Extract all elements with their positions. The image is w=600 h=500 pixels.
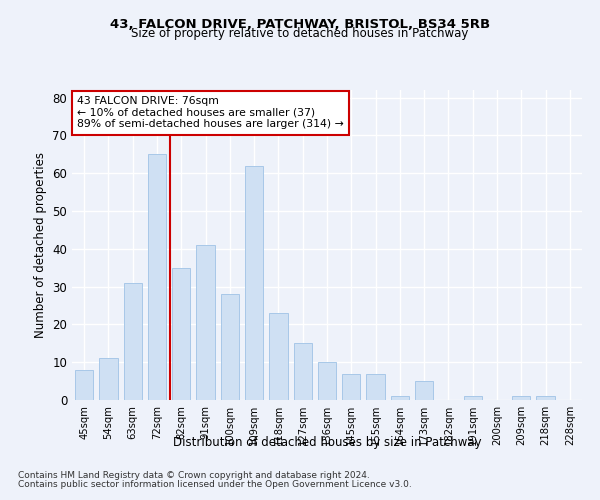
Y-axis label: Number of detached properties: Number of detached properties bbox=[34, 152, 47, 338]
Bar bbox=[221, 294, 239, 400]
Bar bbox=[464, 396, 482, 400]
Bar bbox=[148, 154, 166, 400]
Bar bbox=[293, 344, 312, 400]
Text: Contains HM Land Registry data © Crown copyright and database right 2024.: Contains HM Land Registry data © Crown c… bbox=[18, 471, 370, 480]
Bar bbox=[367, 374, 385, 400]
Bar bbox=[172, 268, 190, 400]
Text: 43, FALCON DRIVE, PATCHWAY, BRISTOL, BS34 5RB: 43, FALCON DRIVE, PATCHWAY, BRISTOL, BS3… bbox=[110, 18, 490, 30]
Bar bbox=[342, 374, 361, 400]
Bar bbox=[536, 396, 554, 400]
Text: Distribution of detached houses by size in Patchway: Distribution of detached houses by size … bbox=[173, 436, 481, 449]
Bar bbox=[391, 396, 409, 400]
Text: 43 FALCON DRIVE: 76sqm
← 10% of detached houses are smaller (37)
89% of semi-det: 43 FALCON DRIVE: 76sqm ← 10% of detached… bbox=[77, 96, 344, 130]
Bar bbox=[512, 396, 530, 400]
Bar bbox=[196, 245, 215, 400]
Bar bbox=[269, 313, 287, 400]
Bar bbox=[100, 358, 118, 400]
Bar bbox=[415, 381, 433, 400]
Text: Size of property relative to detached houses in Patchway: Size of property relative to detached ho… bbox=[131, 28, 469, 40]
Bar bbox=[318, 362, 336, 400]
Text: Contains public sector information licensed under the Open Government Licence v3: Contains public sector information licen… bbox=[18, 480, 412, 489]
Bar bbox=[245, 166, 263, 400]
Bar bbox=[124, 283, 142, 400]
Bar bbox=[75, 370, 93, 400]
